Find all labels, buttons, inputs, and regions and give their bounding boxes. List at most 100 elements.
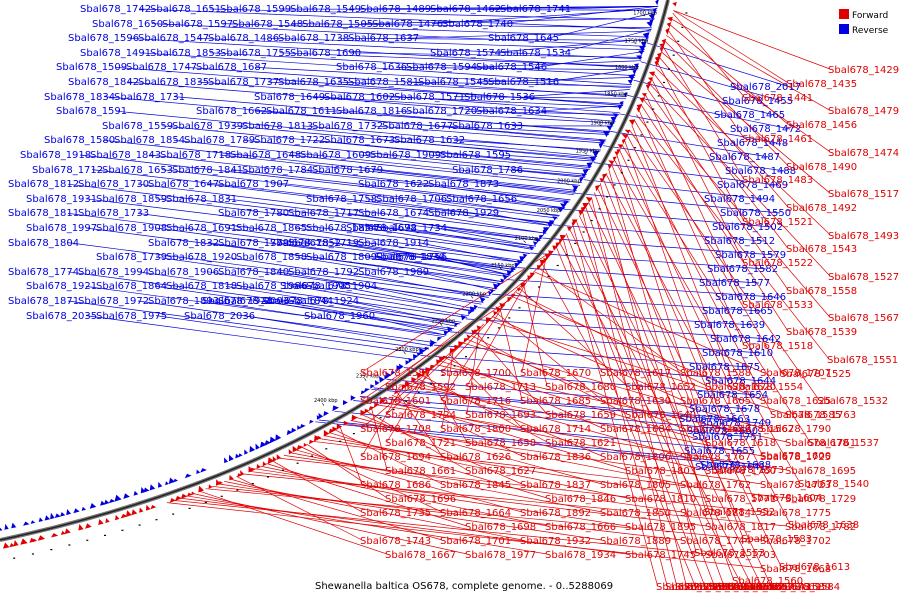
- reverse-gene-label: Sbal678_1462: [430, 4, 501, 15]
- feature-mark: [547, 275, 550, 277]
- forward-leader-line: [386, 398, 628, 471]
- forward-gene-label: Sbal678_1708: [360, 424, 431, 435]
- reverse-leader-line: [371, 388, 761, 424]
- reverse-leader-line: [155, 315, 424, 354]
- reverse-gene-label: Sbal678_1893: [148, 296, 219, 307]
- reverse-gene-label: Sbal678_1975: [96, 311, 167, 322]
- forward-leader-line: [173, 500, 708, 555]
- forward-leader-line: [230, 478, 443, 541]
- reverse-leader-line: [619, 113, 778, 144]
- forward-leader-line: [671, 18, 831, 111]
- forward-gene-label: Sbal678_1744: [680, 536, 751, 547]
- feature-mark: [31, 553, 34, 555]
- reverse-gene-label: Sbal678_1924: [288, 296, 359, 307]
- reverse-gene-label: Sbal678_1809: [306, 252, 377, 263]
- reverse-gene-label: Sbal678_1858: [236, 252, 307, 263]
- reverse-leader-line: [289, 154, 581, 186]
- reverse-gene-arrow: [143, 487, 150, 493]
- forward-leader-line: [396, 391, 443, 457]
- reverse-gene-label: Sbal678_1722: [254, 135, 325, 146]
- reverse-leader-line: [435, 227, 536, 247]
- forward-gene-label: Sbal678_1490: [786, 162, 857, 173]
- feature-mark: [465, 356, 467, 358]
- reverse-gene-arrow: [396, 365, 403, 372]
- scale-tick: [633, 42, 637, 44]
- reverse-leader-line: [139, 8, 652, 30]
- feature-mark: [251, 483, 254, 485]
- forward-leader-line: [439, 360, 708, 443]
- reverse-gene-arrow: [363, 388, 370, 393]
- forward-gene-label: Sbal678_1532: [817, 396, 888, 407]
- reverse-leader-line: [407, 81, 632, 87]
- feature-mark: [497, 327, 500, 329]
- reverse-leader-line: [161, 125, 591, 169]
- reverse-leader-line: [395, 67, 638, 71]
- reverse-leader-line: [340, 286, 474, 313]
- forward-leader-line: [581, 210, 678, 587]
- feature-mark: [538, 286, 541, 288]
- reverse-gene-arrow: [264, 440, 272, 446]
- forward-gene-arrow: [421, 369, 427, 376]
- reverse-gene-label: Sbal678_1871: [8, 296, 79, 307]
- reverse-gene-arrow: [589, 157, 596, 163]
- forward-leader-line: [289, 452, 603, 513]
- reverse-leader-line: [277, 183, 558, 219]
- reverse-leader-line: [347, 242, 516, 271]
- reverse-gene-arrow: [552, 216, 558, 221]
- reverse-gene-arrow: [609, 121, 615, 128]
- forward-leader-line: [633, 119, 782, 373]
- reverse-leader-line: [574, 192, 781, 214]
- forward-gene-label: Sbal678_1562: [723, 424, 794, 435]
- reverse-leader-line: [207, 271, 475, 312]
- forward-leader-line: [386, 275, 532, 387]
- forward-leader-line: [588, 201, 772, 587]
- forward-leader-line: [166, 502, 763, 569]
- feature-mark: [379, 417, 382, 419]
- forward-gene-arrow: [60, 530, 66, 535]
- forward-gene-label: Sbal678_1700: [440, 368, 511, 379]
- reverse-gene-arrow: [563, 200, 569, 207]
- reverse-leader-line: [151, 23, 646, 47]
- forward-gene-label: Sbal678_1850: [600, 508, 671, 519]
- legend-reverse-swatch: [839, 24, 849, 34]
- reverse-leader-line: [501, 5, 659, 24]
- feature-mark: [172, 513, 175, 515]
- forward-gene-arrow: [529, 272, 536, 278]
- forward-gene-arrow: [667, 16, 673, 22]
- reverse-gene-label: Sbal678_1536: [464, 92, 535, 103]
- reverse-gene-label: Sbal678_1674: [358, 208, 429, 219]
- forward-gene-arrow: [659, 42, 665, 49]
- reverse-gene-arrow: [636, 55, 642, 60]
- scale-tick-label: 2100 kbp: [515, 236, 539, 242]
- reverse-gene-label: Sbal678_1864: [96, 281, 167, 292]
- forward-gene-label: Sbal678_1934: [545, 550, 616, 561]
- forward-gene-arrow: [351, 414, 358, 422]
- forward-gene-label: Sbal678_1479: [828, 106, 899, 117]
- forward-gene-label: Sbal678_1586: [656, 582, 727, 593]
- reverse-gene-label: Sbal678_1853: [150, 48, 221, 59]
- forward-leader-line: [599, 183, 697, 553]
- gene-labels: Sbal678_1742Sbal678_1651Sbal678_1599Sbal…: [8, 4, 899, 593]
- reverse-leader-line: [453, 96, 627, 99]
- reverse-gene-arrow: [632, 68, 637, 75]
- reverse-gene-label: Sbal678_1545: [418, 77, 489, 88]
- forward-gene-label: Sbal678_1716: [440, 396, 511, 407]
- reverse-leader-line: [67, 300, 430, 350]
- forward-gene-arrow: [323, 430, 330, 437]
- reverse-leader-line: [542, 237, 776, 256]
- reverse-gene-label: Sbal678_1609: [300, 150, 371, 161]
- forward-leader-line: [515, 292, 708, 387]
- forward-gene-label: Sbal678_1836: [520, 452, 591, 463]
- forward-leader-line: [217, 483, 603, 541]
- forward-gene-arrow: [649, 71, 656, 77]
- reverse-leader-line: [477, 307, 755, 326]
- forward-gene-label: Sbal678_1814: [680, 508, 751, 519]
- forward-gene-arrow: [585, 197, 593, 203]
- reverse-gene-arrow: [417, 352, 421, 357]
- forward-gene-arrow: [544, 253, 552, 260]
- reverse-leader-line: [149, 154, 570, 202]
- forward-leader-line: [339, 426, 363, 485]
- forward-gene-label: Sbal678_1626: [440, 452, 511, 463]
- legend-forward-label: Forward: [852, 11, 888, 21]
